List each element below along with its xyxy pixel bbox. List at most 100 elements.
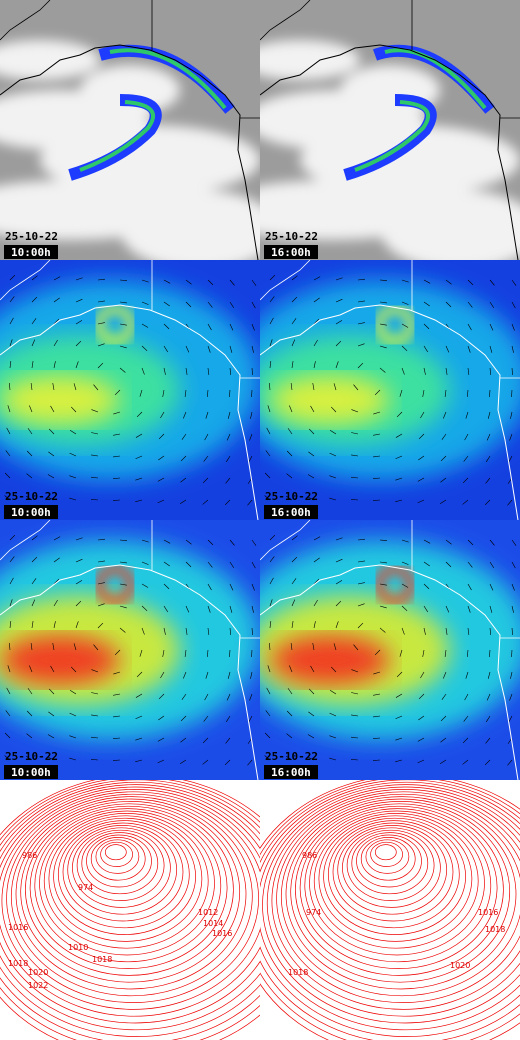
wind-arrow xyxy=(75,600,82,607)
wind-arrow xyxy=(269,577,274,585)
wind-arrow xyxy=(417,477,425,482)
panel-content xyxy=(0,520,260,780)
isobar-label: 1022 xyxy=(28,981,48,990)
isobar xyxy=(15,798,247,990)
wind-arrow xyxy=(395,499,403,503)
wind-arrow xyxy=(9,339,13,347)
wind-arrow xyxy=(180,737,187,743)
wind-arrow xyxy=(308,428,315,435)
wind-arrow xyxy=(52,643,55,651)
isobar-label: 1020 xyxy=(28,968,48,977)
wind-arrow xyxy=(423,539,431,544)
wind-arrow xyxy=(289,665,293,673)
isobar xyxy=(29,805,228,969)
wind-arrow xyxy=(184,389,187,397)
wind-arrow xyxy=(31,556,38,563)
wind-arrow xyxy=(489,627,491,635)
wind-arrow xyxy=(440,715,447,722)
wind-arrow xyxy=(4,732,11,739)
wind-arrow xyxy=(335,320,343,325)
isobar xyxy=(304,808,492,963)
isobar xyxy=(81,832,159,895)
wind-arrow xyxy=(226,433,231,441)
isobar-label: 1014 xyxy=(203,919,223,928)
wind-arrow xyxy=(423,561,430,567)
wind-arrow xyxy=(484,499,491,506)
wind-arrow xyxy=(418,455,425,461)
wind-arrow xyxy=(308,711,315,717)
wind-arrow xyxy=(269,643,271,651)
wind-arrow xyxy=(119,279,127,281)
wind-arrow xyxy=(374,649,381,656)
wind-arrow xyxy=(251,301,256,309)
wind-arrow xyxy=(249,693,253,701)
wind-arrow xyxy=(373,715,381,718)
isobar xyxy=(323,817,466,935)
isobar-label: 1018 xyxy=(485,925,505,934)
wind-arrow xyxy=(379,627,386,633)
wind-arrow xyxy=(286,450,293,457)
isobar-label: 1018 xyxy=(92,955,112,964)
wind-arrow xyxy=(27,428,33,435)
wind-arrow xyxy=(69,497,77,501)
wind-arrow xyxy=(113,737,121,740)
wind-arrow xyxy=(31,578,37,585)
wind-arrow xyxy=(401,561,409,565)
wind-arrow xyxy=(401,605,408,612)
wind-arrow xyxy=(417,499,425,504)
wind-arrow xyxy=(466,649,469,657)
wind-arrow xyxy=(181,693,187,700)
wind-arrow xyxy=(179,499,187,504)
wind-arrow xyxy=(373,693,381,696)
wind-arrow xyxy=(141,583,149,588)
wind-arrow xyxy=(291,339,296,347)
wind-arrow xyxy=(207,279,214,286)
wind-arrow xyxy=(53,361,56,369)
wind-arrow xyxy=(4,472,11,479)
wind-arrow xyxy=(112,499,121,501)
wind-arrow xyxy=(395,693,403,698)
wind-arrow xyxy=(335,361,339,369)
wind-arrow xyxy=(113,433,121,436)
wind-arrow xyxy=(489,649,491,658)
wind-arrow xyxy=(312,643,315,651)
wind-arrow xyxy=(157,477,165,482)
wind-arrow xyxy=(290,643,293,651)
wind-arrow xyxy=(162,649,165,657)
wind-arrow xyxy=(423,323,430,330)
wind-arrow xyxy=(423,301,430,307)
wind-arrow xyxy=(91,736,99,739)
wind-arrow xyxy=(267,405,271,413)
wind-arrow xyxy=(97,322,105,325)
date-label: 25-10-22 xyxy=(5,750,58,763)
wind-arrow xyxy=(113,693,121,696)
wind-arrow xyxy=(53,297,60,303)
wind-arrow xyxy=(486,455,491,463)
wind-arrow xyxy=(313,599,318,607)
time-label: 16:00h xyxy=(271,766,311,779)
panel-content xyxy=(0,260,260,520)
wind-arrow xyxy=(395,433,403,438)
wind-arrow xyxy=(9,317,14,325)
isobar-label: 974 xyxy=(306,908,321,917)
wind-arrow xyxy=(48,428,55,435)
wind-arrow xyxy=(313,621,316,629)
wind-arrow xyxy=(47,496,55,501)
wind-arrow xyxy=(445,279,452,285)
wind-arrow xyxy=(357,278,365,281)
wind-arrow xyxy=(141,345,148,352)
time-label: 16:00h xyxy=(271,246,311,259)
wind-arrow xyxy=(91,759,99,761)
wind-arrow xyxy=(395,737,403,741)
wind-arrow xyxy=(420,411,425,419)
wind-arrow xyxy=(440,737,447,743)
wind-arrow xyxy=(401,627,405,635)
wind-arrow xyxy=(139,389,143,397)
wind-arrow xyxy=(372,759,381,761)
wind-arrow xyxy=(467,539,474,546)
wind-arrow xyxy=(308,451,315,457)
wind-arrow xyxy=(511,539,517,546)
wind-arrow xyxy=(329,452,337,457)
wind-arrow xyxy=(31,275,38,281)
wind-arrow xyxy=(510,671,513,679)
